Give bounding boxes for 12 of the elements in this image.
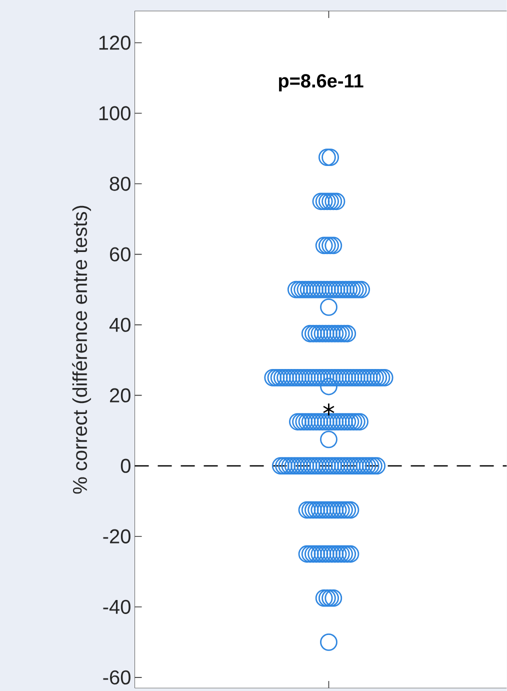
y-tick-label: 40 [110,318,131,332]
y-tick-label: -20 [103,529,131,544]
y-axis-title: % correct (différence entre tests) [72,206,92,494]
y-tick-label: 60 [110,247,131,262]
y-tick-label: 100 [100,106,131,120]
y-tick-label: 20 [110,388,131,402]
annotation: p=8.6e-11 [279,74,364,92]
y-tick-label: 0 [121,458,131,473]
y-tick-label: -40 [103,600,131,614]
y-tick-label: 120 [100,36,131,50]
y-tick-label: -60 [103,670,131,684]
y-tick-label: 80 [110,176,131,191]
